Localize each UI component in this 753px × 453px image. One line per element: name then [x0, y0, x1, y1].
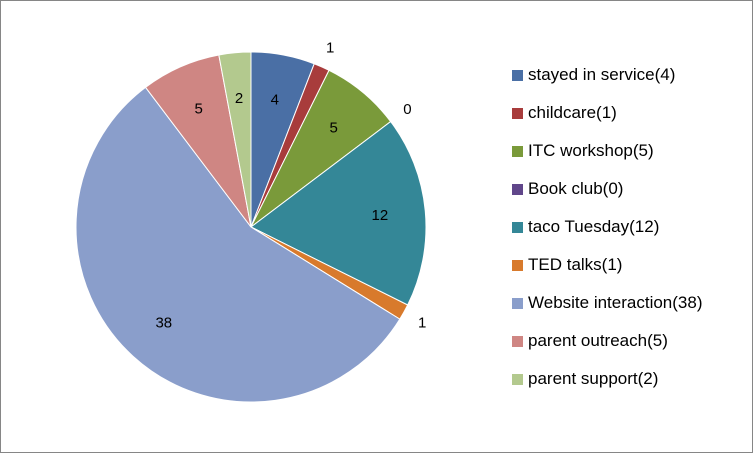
- legend-label: parent outreach(5): [528, 331, 668, 350]
- legend-swatch: [512, 374, 523, 385]
- legend-label: childcare(1): [528, 103, 617, 122]
- legend-label: Book club(0): [528, 179, 624, 198]
- pie-slice: [250, 120, 427, 306]
- legend-label: taco Tuesday(12): [528, 217, 660, 236]
- legend-label: parent support(2): [528, 369, 659, 388]
- data-label: 1: [418, 314, 426, 331]
- data-label: 2: [235, 90, 243, 107]
- data-label: 4: [271, 92, 279, 109]
- legend-label: ITC workshop(5): [528, 141, 654, 160]
- legend-swatch: [512, 298, 523, 309]
- data-label: 1: [326, 40, 334, 57]
- data-label: 12: [372, 207, 389, 224]
- data-label: 0: [403, 101, 411, 118]
- pie-slice: [75, 86, 401, 403]
- data-label: 38: [155, 315, 172, 332]
- legend-swatch: [512, 222, 523, 233]
- legend-swatch: [512, 260, 523, 271]
- legend-label: Website interaction(38): [528, 293, 703, 312]
- data-label: 5: [195, 101, 203, 118]
- pie-slice: [218, 51, 252, 228]
- legend-swatch: [512, 184, 523, 195]
- legend-swatch: [512, 70, 523, 81]
- legend-label: TED talks(1): [528, 255, 623, 274]
- legend-swatch: [512, 336, 523, 347]
- data-label: 5: [330, 119, 338, 136]
- legend-swatch: [512, 146, 523, 157]
- legend-label: stayed in service(4): [528, 65, 676, 84]
- legend-swatch: [512, 108, 523, 119]
